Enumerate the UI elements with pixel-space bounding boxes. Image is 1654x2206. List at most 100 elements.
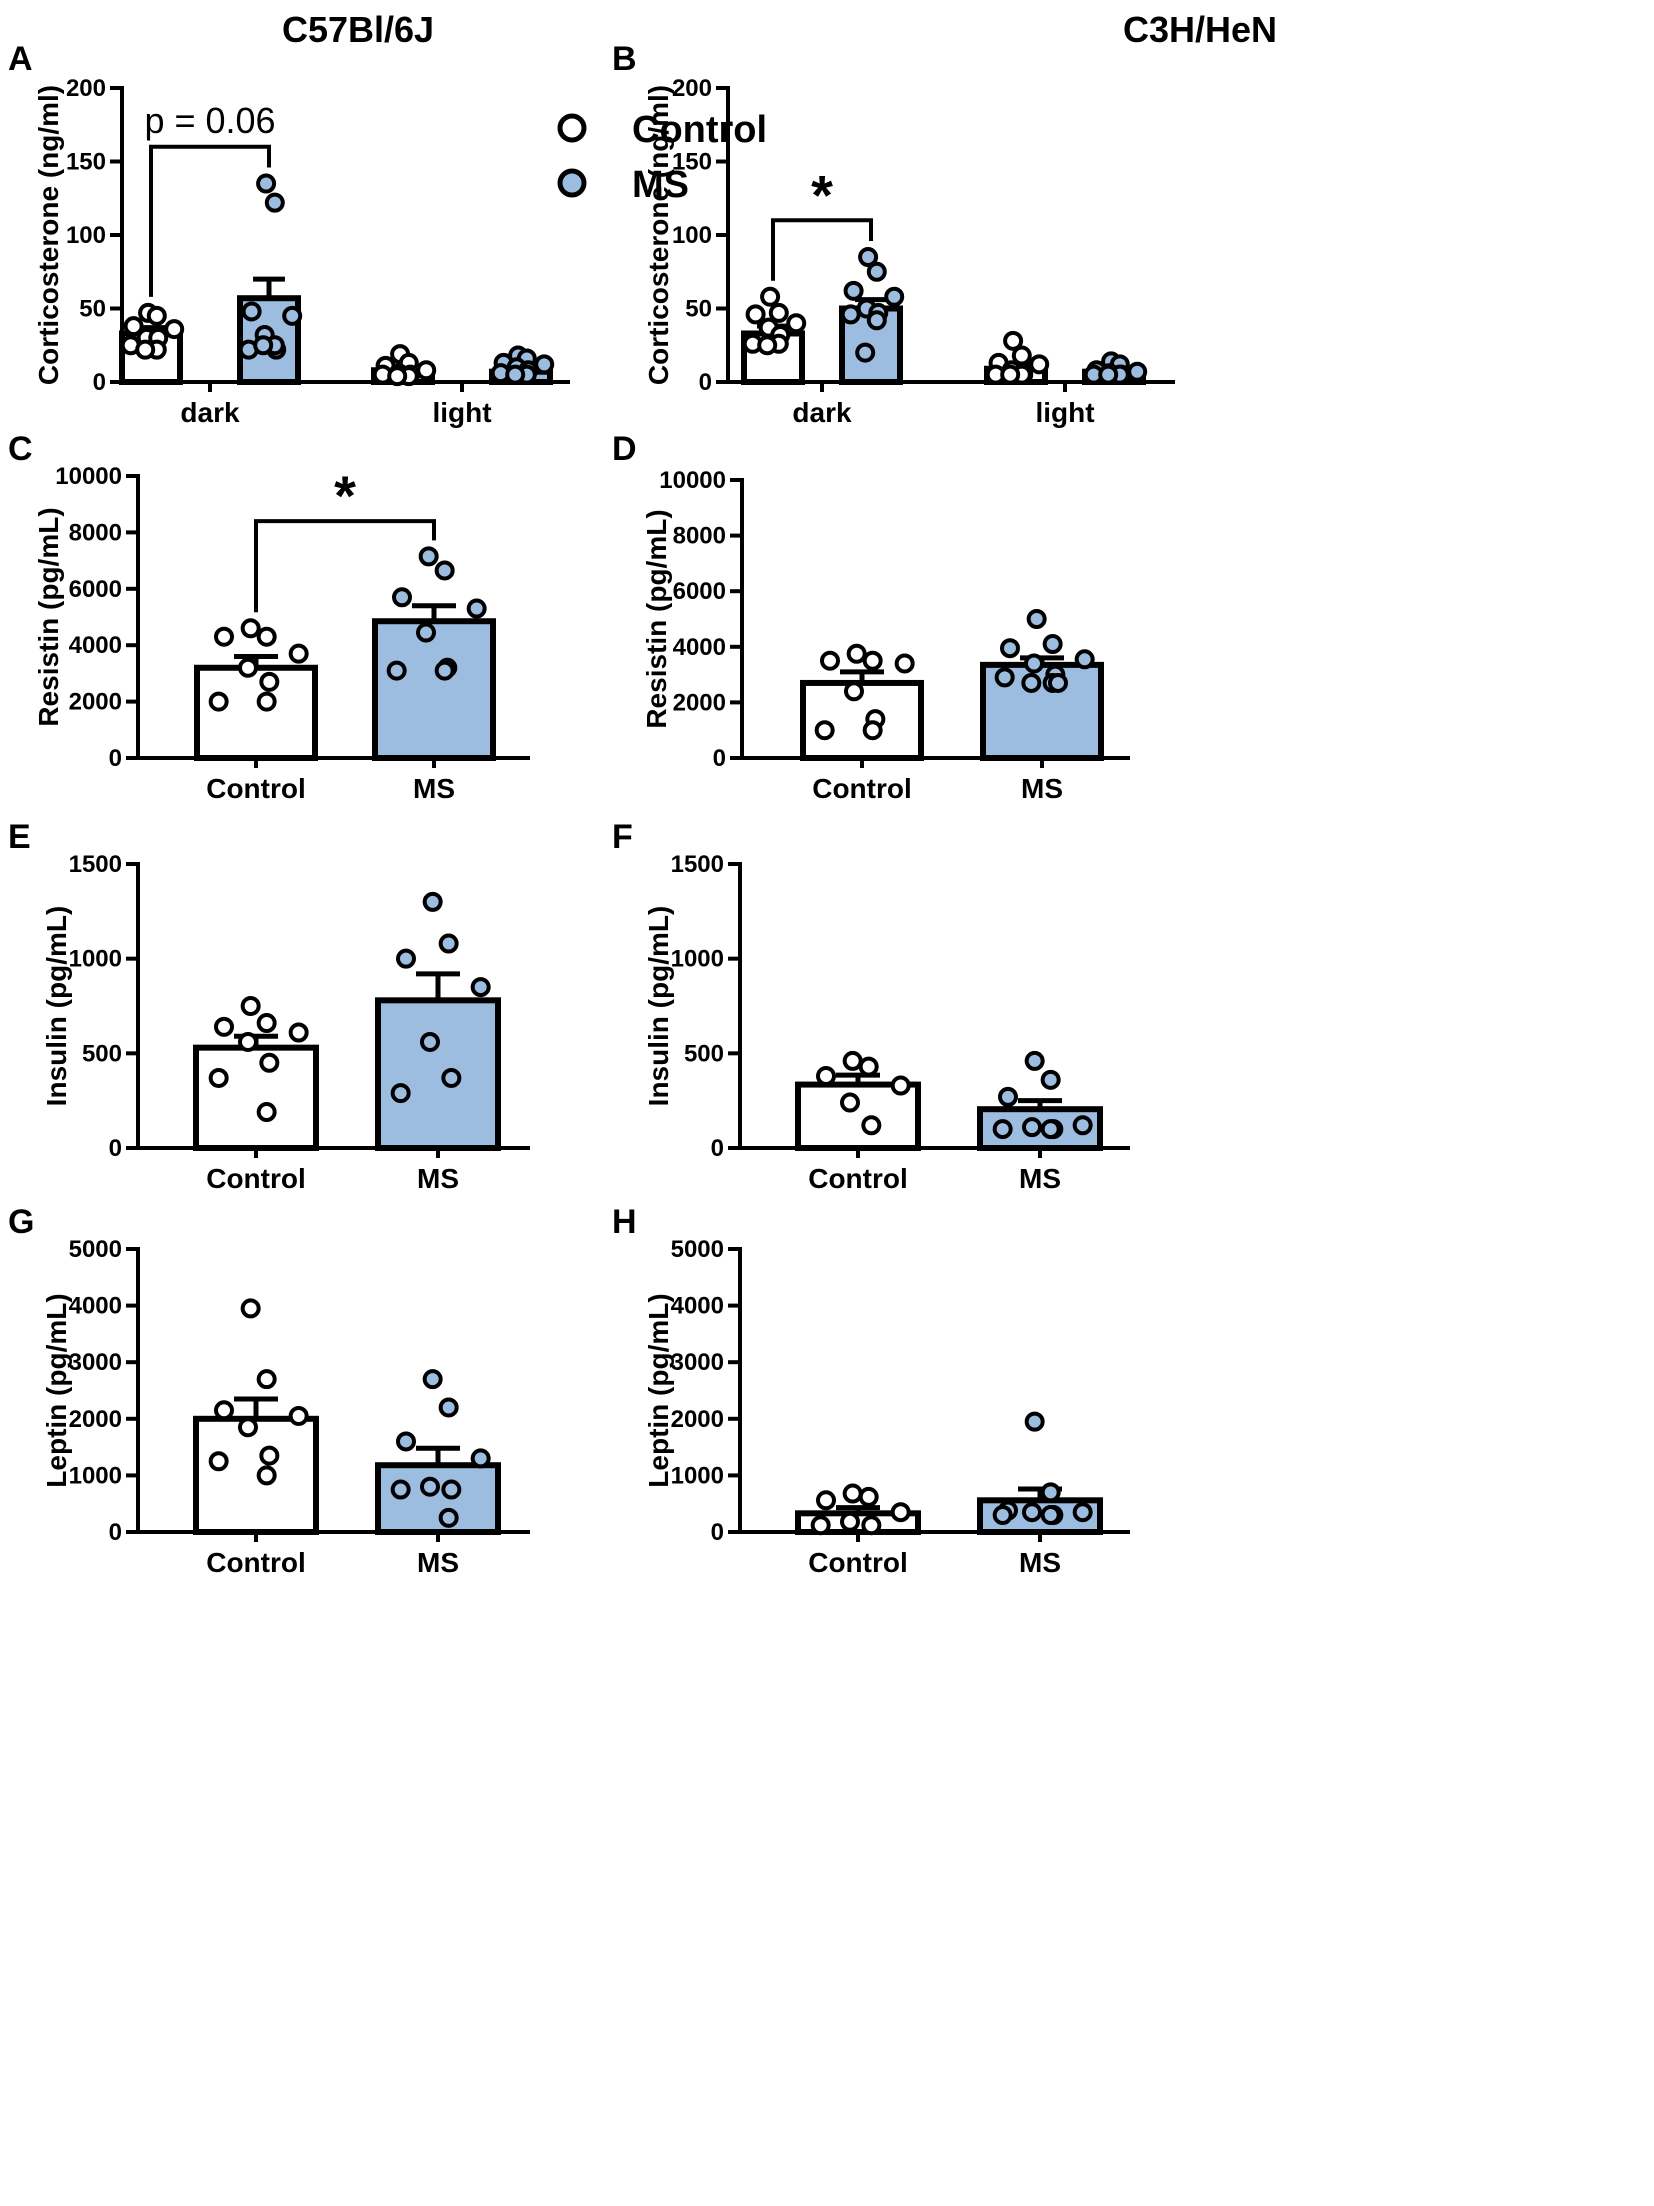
y-tick-label: 2000 <box>69 1406 122 1433</box>
y-tick-label: 1500 <box>671 851 724 878</box>
y-axis-label: Insulin (pg/mL) <box>41 906 72 1107</box>
bar-ms <box>372 618 496 761</box>
y-tick-label: 50 <box>685 296 712 323</box>
data-point <box>1127 361 1148 382</box>
data-point <box>259 671 280 692</box>
data-point <box>1040 1482 1061 1503</box>
data-point <box>1022 1117 1042 1138</box>
data-point <box>259 1445 280 1466</box>
data-point <box>1074 649 1095 670</box>
y-axis-label: Insulin (pg/mL) <box>643 906 674 1107</box>
y-axis-label: Leptin (pg/mL) <box>643 1293 674 1487</box>
data-point <box>441 1479 462 1500</box>
data-point <box>386 660 407 681</box>
data-point <box>844 681 864 702</box>
data-point <box>392 587 412 608</box>
data-point <box>214 1400 234 1421</box>
data-point <box>861 1515 882 1536</box>
data-point <box>866 310 887 331</box>
data-point <box>438 1507 459 1528</box>
data-point <box>858 1486 879 1507</box>
x-tick-label: light <box>1035 397 1094 428</box>
column-title-c3h: C3H/HeN <box>1123 9 1277 50</box>
panel-letter: A <box>8 40 33 78</box>
y-tick-label: 2000 <box>673 689 726 716</box>
data-point <box>992 1505 1013 1526</box>
legend-label-control: Control <box>632 109 767 151</box>
x-tick-label: dark <box>180 397 240 428</box>
panel-letter: F <box>612 818 633 856</box>
y-tick-label: 200 <box>672 75 712 102</box>
y-tick-label: 500 <box>82 1040 122 1067</box>
significance-label: p = 0.06 <box>144 100 275 141</box>
panel-letter: H <box>612 1203 637 1241</box>
data-point <box>256 173 277 194</box>
data-point <box>1026 609 1047 629</box>
data-point <box>390 1083 411 1104</box>
data-point <box>256 1369 277 1390</box>
data-point <box>814 720 835 741</box>
data-point <box>1000 364 1021 385</box>
bar-control <box>193 1044 319 1151</box>
data-point <box>998 1086 1018 1107</box>
data-point <box>858 247 879 268</box>
data-point <box>420 1476 440 1497</box>
data-point <box>256 1465 277 1486</box>
significance-bracket <box>771 218 873 281</box>
data-point <box>240 618 261 639</box>
data-point <box>1042 634 1063 655</box>
y-axis-label: Leptin (pg/mL) <box>41 1293 72 1487</box>
data-point <box>416 360 437 381</box>
significance-star: * <box>811 163 833 226</box>
x-tick-label: MS <box>1019 1547 1061 1578</box>
data-point <box>858 1056 879 1077</box>
data-point <box>438 933 459 954</box>
data-point <box>1072 1502 1093 1523</box>
data-point <box>816 1490 836 1511</box>
y-tick-label: 0 <box>109 745 122 772</box>
y-tick-label: 2000 <box>671 1406 724 1433</box>
data-point <box>214 626 234 647</box>
x-tick-label: dark <box>792 397 852 428</box>
data-point <box>866 261 887 282</box>
y-tick-label: 4000 <box>69 632 122 659</box>
x-tick-label: MS <box>1021 773 1063 804</box>
y-tick-label: 4000 <box>69 1293 122 1320</box>
data-point <box>992 1119 1013 1140</box>
data-point <box>470 977 491 998</box>
y-tick-label: 0 <box>109 1519 122 1546</box>
data-point <box>1024 1411 1045 1432</box>
data-point <box>1072 1115 1093 1136</box>
data-point <box>146 305 167 326</box>
data-point <box>894 653 915 674</box>
data-point <box>416 622 436 643</box>
data-point <box>256 691 277 712</box>
y-tick-label: 0 <box>109 1135 122 1162</box>
y-tick-label: 150 <box>672 149 712 176</box>
data-point <box>282 305 303 326</box>
data-point <box>760 286 781 307</box>
legend: Control MS <box>557 109 767 206</box>
data-point <box>1011 345 1032 366</box>
data-point <box>861 1115 882 1136</box>
data-point <box>434 660 455 681</box>
y-tick-label: 200 <box>66 75 106 102</box>
data-point <box>288 643 309 664</box>
data-point <box>840 1511 860 1532</box>
data-point <box>390 1479 411 1500</box>
data-point <box>757 335 778 356</box>
y-tick-label: 3000 <box>69 1349 122 1376</box>
data-point <box>256 1013 277 1034</box>
legend-label-ms: MS <box>632 164 689 206</box>
data-point <box>890 1075 911 1096</box>
data-point <box>256 626 277 647</box>
panel-letter: G <box>8 1203 34 1241</box>
data-point <box>396 948 416 969</box>
y-tick-label: 500 <box>684 1040 724 1067</box>
data-point <box>422 1369 443 1390</box>
y-tick-label: 8000 <box>673 523 726 550</box>
data-point <box>745 304 766 325</box>
x-tick-label: Control <box>206 1547 306 1578</box>
